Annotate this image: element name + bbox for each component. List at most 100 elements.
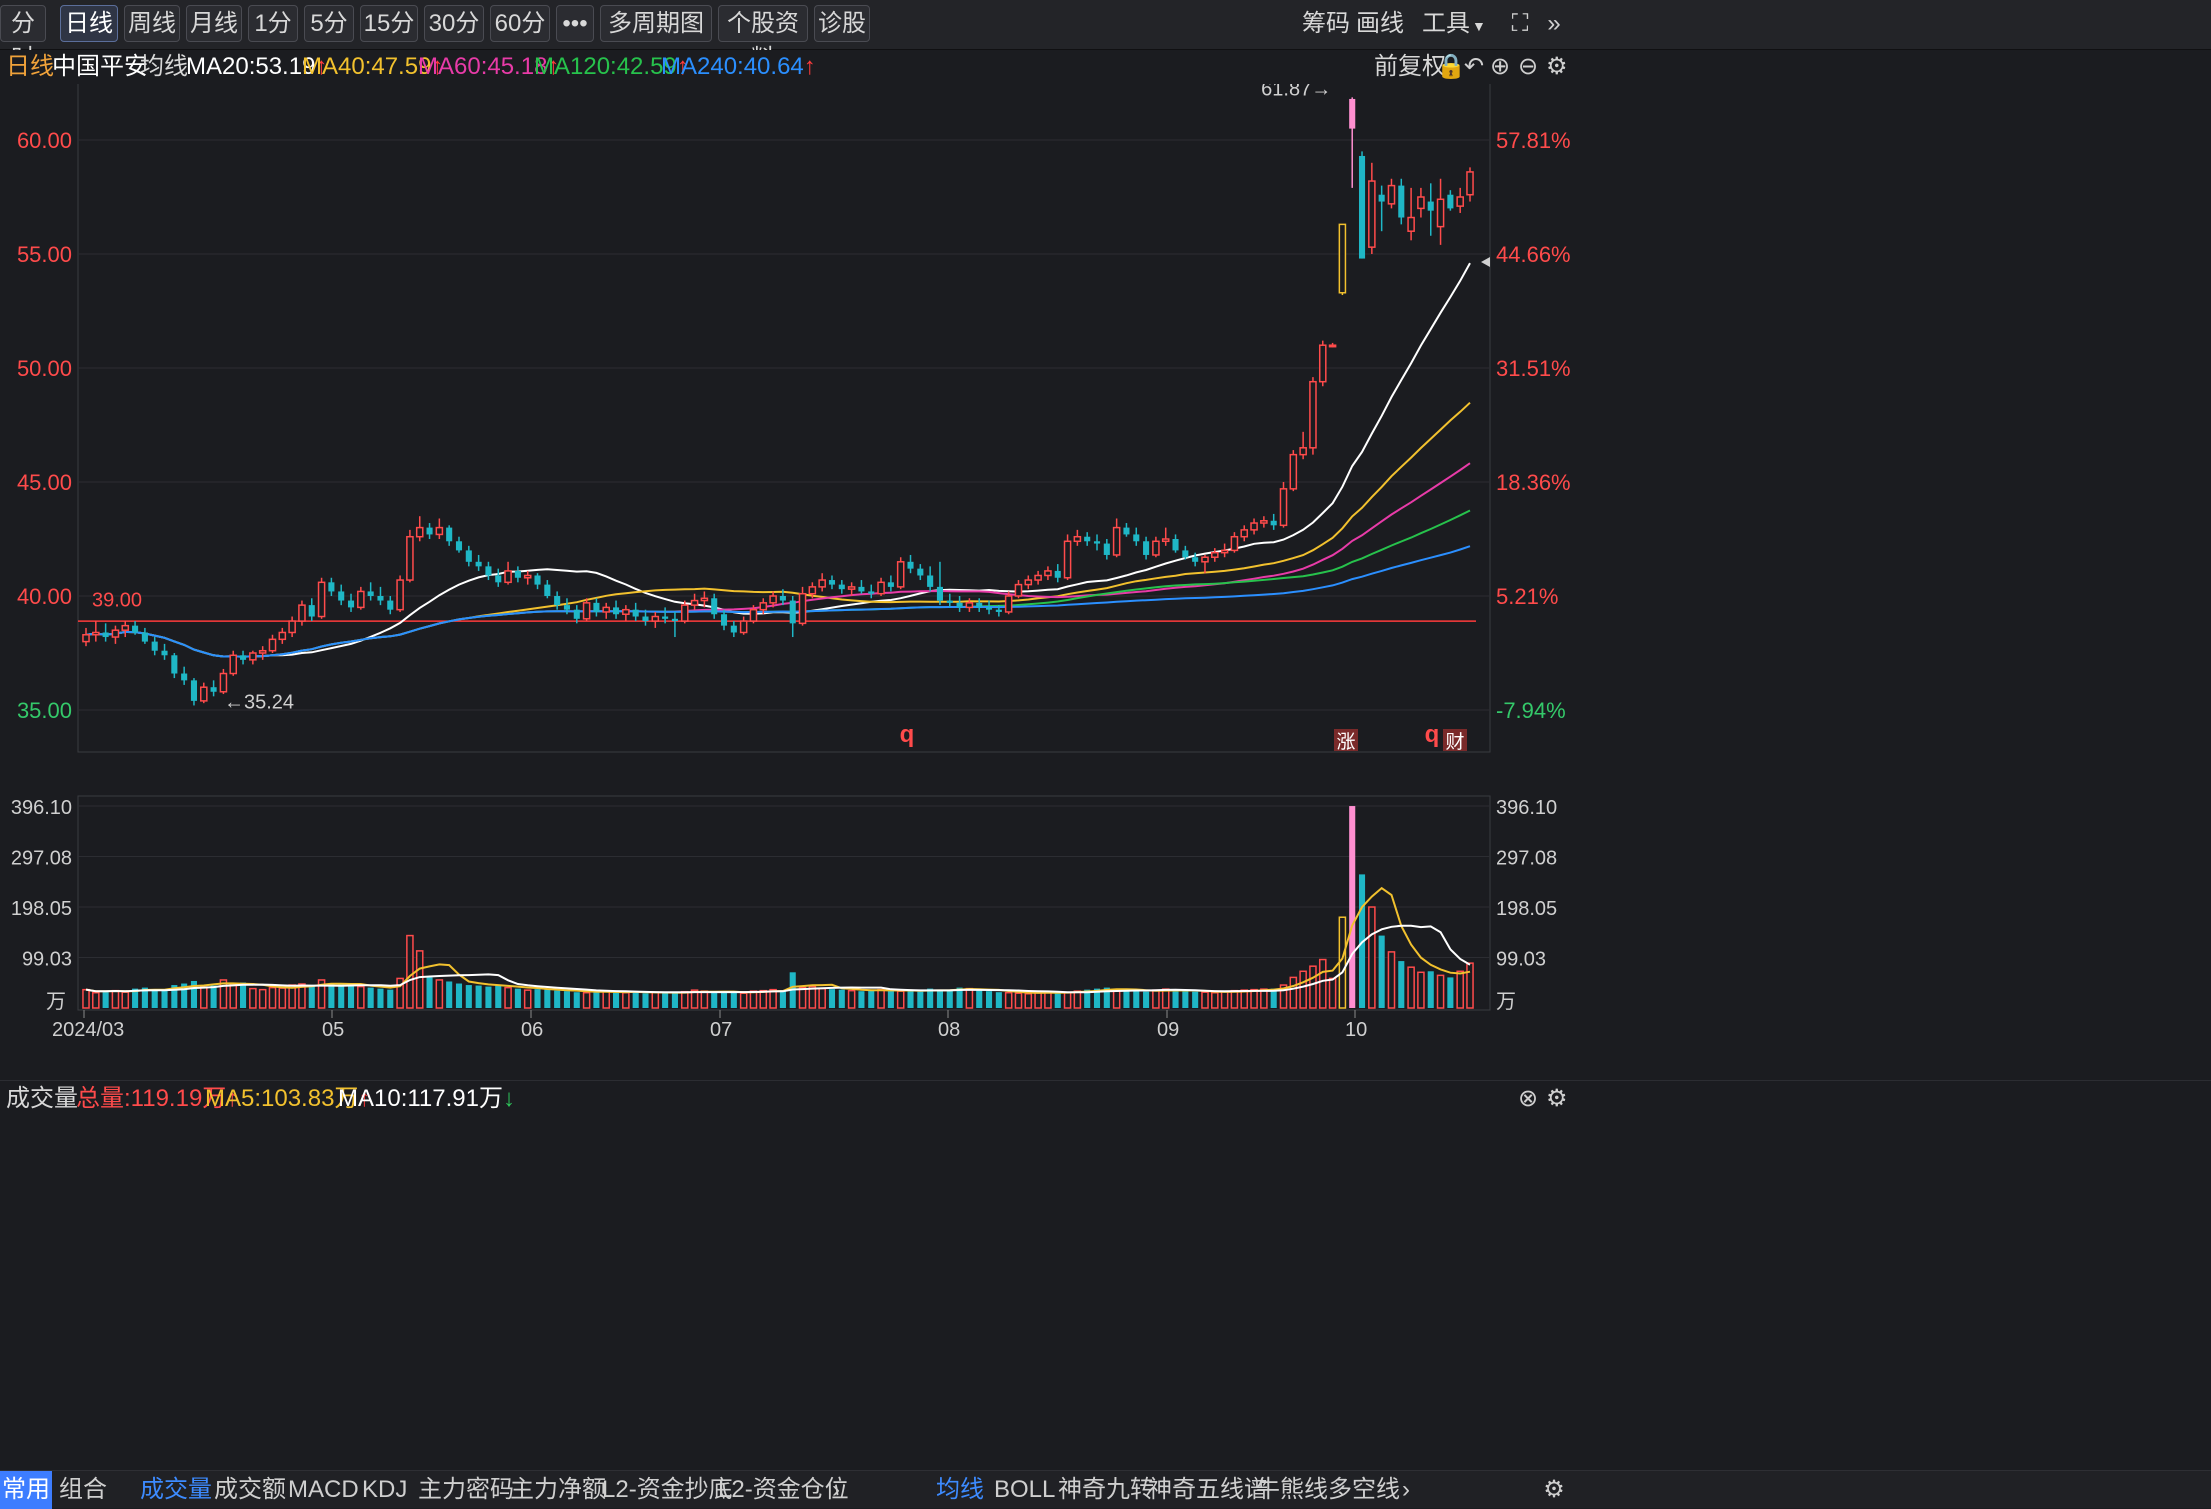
stock-info-button[interactable]: 个股资料: [718, 5, 808, 72]
diagnose-button[interactable]: 诊股: [814, 5, 870, 42]
candle-body: [435, 526, 444, 536]
candle-body: [377, 596, 384, 601]
volume-title[interactable]: 成交量: [6, 1085, 78, 1112]
volume-bar: [426, 977, 433, 1008]
candle: [612, 600, 620, 619]
volume-bar: [1044, 990, 1052, 1009]
candle-body: [1152, 540, 1160, 556]
tab-period-monthly[interactable]: 月线: [186, 5, 242, 42]
candle: [199, 682, 208, 704]
gear-icon[interactable]: ⚙: [1546, 1085, 1568, 1112]
candle: [1014, 580, 1023, 599]
zoom-out-icon[interactable]: ⊖: [1518, 53, 1539, 80]
tab-bull-bear[interactable]: 牛熊线: [1256, 1476, 1328, 1503]
price-panel-frame: [77, 84, 1491, 753]
tab-main-net[interactable]: 主力净额: [510, 1476, 606, 1503]
tab-period-15min[interactable]: 15分: [360, 5, 418, 42]
candle-body: [495, 575, 502, 583]
tab-period-weekly[interactable]: 周线: [124, 5, 180, 42]
candle: [1279, 482, 1288, 528]
candle: [1387, 178, 1396, 209]
tab-period-1min[interactable]: 1分: [248, 5, 298, 42]
candle-body: [1201, 556, 1209, 563]
draw-line-button[interactable]: 画线: [1356, 10, 1404, 37]
candle-body: [219, 672, 228, 693]
tab-combo[interactable]: 组合: [59, 1476, 107, 1503]
ma40-line: [85, 401, 1471, 658]
tab-ma-overlay[interactable]: 均线: [936, 1476, 984, 1503]
tab-period-60min[interactable]: 60分: [490, 5, 550, 42]
volume-bar: [1279, 984, 1288, 1009]
candle-body: [249, 652, 257, 661]
volume-bar: [406, 934, 414, 1009]
candle-body: [92, 631, 100, 636]
tab-long-short[interactable]: 多空线: [1328, 1476, 1400, 1503]
close-icon[interactable]: ⊗: [1518, 1085, 1539, 1112]
finance-badge: [1443, 729, 1467, 751]
candle-body: [1378, 194, 1385, 202]
volume-ma-lines: [85, 886, 1471, 994]
candle: [396, 575, 404, 612]
tab-period-intraday[interactable]: 分时: [0, 5, 46, 72]
volume-bar: [1407, 966, 1415, 1009]
chevron-right-icon[interactable]: ›: [1402, 1476, 1410, 1503]
candle: [1133, 527, 1140, 546]
volume-bar: [1201, 991, 1209, 1009]
volume-bar: [357, 985, 365, 1009]
chips-button[interactable]: 筹码: [1302, 10, 1350, 37]
fullscreen-icon[interactable]: ⛶: [1511, 10, 1529, 37]
zoom-in-icon[interactable]: ⊕: [1490, 53, 1511, 80]
volume-bar: [317, 979, 326, 1009]
more-periods-button[interactable]: •••: [556, 5, 594, 42]
candle-body: [680, 604, 689, 622]
collapse-right-icon[interactable]: »: [1547, 10, 1561, 37]
chart-area[interactable]: 60.00 55.00 50.00 45.00 40.00 35.00 57.81% 44.…: [0, 84, 2211, 1094]
candle: [1182, 545, 1189, 560]
tab-magic-nine[interactable]: 神奇九转: [1058, 1476, 1154, 1503]
adjust-mode-label[interactable]: 前复权: [1374, 53, 1446, 80]
gear-icon[interactable]: ⚙: [1546, 53, 1568, 80]
tab-period-5min[interactable]: 5分: [304, 5, 354, 42]
candle-body: [1358, 155, 1366, 259]
candle: [317, 577, 326, 619]
tab-period-daily[interactable]: 日线: [60, 5, 118, 42]
candle-body: [1436, 198, 1445, 228]
volume-bar: [258, 988, 267, 1009]
candle-body: [946, 600, 953, 603]
volume-bar: [219, 979, 228, 1009]
candle-body: [956, 602, 963, 608]
price-annotations: 39.00 61.87→ ←35.24 q q 涨 财: [92, 84, 1490, 753]
tab-main-code[interactable]: 主力密码: [418, 1476, 514, 1503]
volume-bar: [769, 988, 777, 1009]
volume-bar: [808, 985, 817, 1009]
undo-icon[interactable]: ↶: [1464, 53, 1485, 80]
date-tick-label: 10: [1345, 1019, 1367, 1041]
tab-turnover[interactable]: 成交额: [214, 1476, 286, 1503]
tab-macd[interactable]: MACD: [288, 1476, 359, 1503]
tab-l2-bottom[interactable]: L2-资金抄底: [602, 1476, 733, 1503]
tools-dropdown[interactable]: 工具 ▼: [1422, 5, 1486, 42]
candle: [278, 627, 287, 644]
ma-settings-label[interactable]: 均线: [140, 53, 188, 80]
candle: [171, 653, 178, 679]
volume-bar: [612, 992, 620, 1008]
tab-common[interactable]: 常用: [0, 1471, 52, 1509]
tab-boll[interactable]: BOLL: [994, 1476, 1056, 1503]
multi-period-dropdown[interactable]: 多周期图▼: [600, 5, 712, 70]
gear-icon[interactable]: ⚙: [1543, 1476, 1565, 1503]
tab-kdj[interactable]: KDJ: [362, 1476, 408, 1503]
chevron-right-icon[interactable]: ›: [832, 1476, 840, 1503]
volume-bar: [1084, 989, 1091, 1008]
kline-chart[interactable]: 60.00 55.00 50.00 45.00 40.00 35.00 57.81% 44.…: [0, 84, 2211, 1470]
volume-bar: [82, 988, 90, 1009]
candle: [132, 621, 139, 635]
up-arrow-icon: ↑: [431, 53, 444, 80]
tab-period-30min[interactable]: 30分: [424, 5, 484, 42]
candle: [1084, 532, 1091, 546]
lock-icon[interactable]: 🔒: [1436, 53, 1466, 80]
tab-magic-five-lines[interactable]: 神奇五线谱: [1148, 1476, 1268, 1503]
event-marker-q: q: [1425, 721, 1440, 748]
tab-volume[interactable]: 成交量: [140, 1476, 212, 1503]
tab-l2-position[interactable]: L2-资金仓位: [718, 1476, 849, 1503]
candle-body: [1338, 223, 1347, 294]
